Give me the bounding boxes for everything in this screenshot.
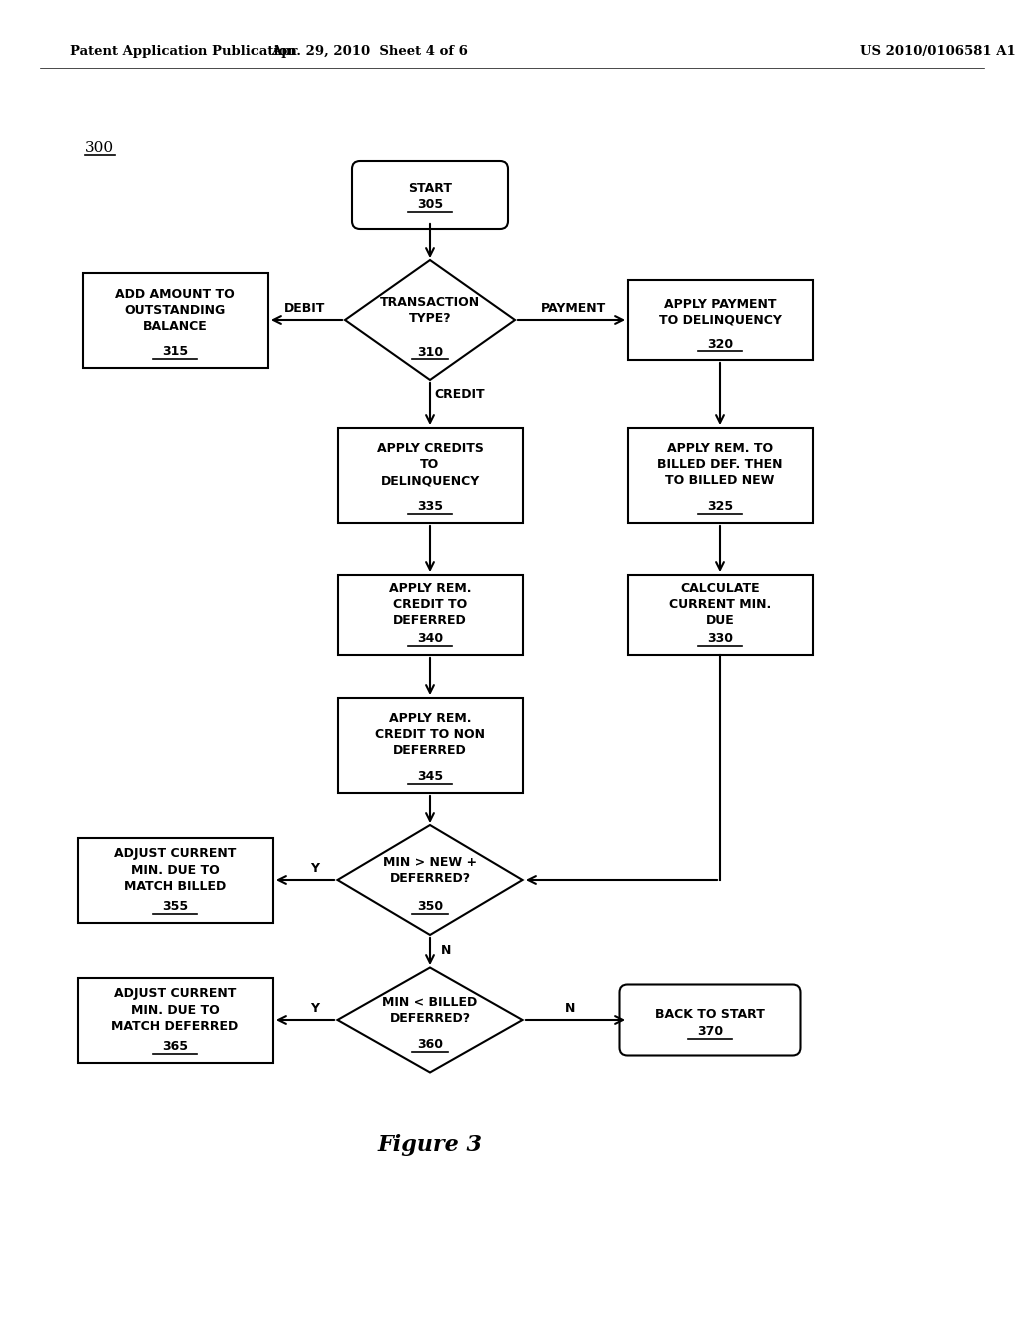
Text: ADJUST CURRENT
MIN. DUE TO
MATCH DEFERRED: ADJUST CURRENT MIN. DUE TO MATCH DEFERRE… — [112, 987, 239, 1032]
Text: 325: 325 — [707, 500, 733, 513]
Text: 335: 335 — [417, 500, 443, 513]
Bar — [628, 280, 812, 360]
Text: MIN < BILLED
DEFERRED?: MIN < BILLED DEFERRED? — [382, 995, 477, 1024]
Text: 320: 320 — [707, 338, 733, 351]
Bar — [78, 978, 272, 1063]
Text: ADJUST CURRENT
MIN. DUE TO
MATCH BILLED: ADJUST CURRENT MIN. DUE TO MATCH BILLED — [114, 847, 237, 892]
Text: BACK TO START: BACK TO START — [655, 1007, 765, 1020]
Text: Apr. 29, 2010  Sheet 4 of 6: Apr. 29, 2010 Sheet 4 of 6 — [271, 45, 468, 58]
Text: MIN > NEW +
DEFERRED?: MIN > NEW + DEFERRED? — [383, 855, 477, 884]
Bar — [628, 576, 812, 655]
Text: US 2010/0106581 A1: US 2010/0106581 A1 — [860, 45, 1016, 58]
Text: 355: 355 — [162, 900, 188, 913]
Bar — [628, 428, 812, 523]
Text: 340: 340 — [417, 632, 443, 645]
Text: N: N — [440, 944, 452, 957]
Text: 345: 345 — [417, 770, 443, 783]
Bar — [83, 272, 267, 367]
Text: N: N — [565, 1002, 575, 1015]
Text: START: START — [408, 182, 452, 195]
Polygon shape — [345, 260, 515, 380]
Text: Patent Application Publication: Patent Application Publication — [70, 45, 297, 58]
Text: 370: 370 — [697, 1026, 723, 1038]
Bar — [338, 697, 522, 792]
Text: 300: 300 — [85, 141, 114, 154]
Text: 305: 305 — [417, 198, 443, 211]
Bar — [78, 837, 272, 923]
Text: 315: 315 — [162, 345, 188, 358]
FancyBboxPatch shape — [620, 985, 801, 1056]
Text: APPLY PAYMENT
TO DELINQUENCY: APPLY PAYMENT TO DELINQUENCY — [658, 297, 781, 326]
Text: CALCULATE
CURRENT MIN.
DUE: CALCULATE CURRENT MIN. DUE — [669, 582, 771, 627]
Text: Y: Y — [310, 862, 319, 874]
Text: TRANSACTION
TYPE?: TRANSACTION TYPE? — [380, 296, 480, 325]
Text: APPLY REM.
CREDIT TO NON
DEFERRED: APPLY REM. CREDIT TO NON DEFERRED — [375, 713, 485, 758]
Text: ADD AMOUNT TO
OUTSTANDING
BALANCE: ADD AMOUNT TO OUTSTANDING BALANCE — [115, 288, 234, 333]
Text: 365: 365 — [162, 1040, 188, 1053]
Text: 330: 330 — [707, 632, 733, 645]
Text: 350: 350 — [417, 900, 443, 913]
Polygon shape — [338, 825, 522, 935]
Text: 360: 360 — [417, 1038, 443, 1051]
Text: Y: Y — [310, 1002, 319, 1015]
Text: CREDIT: CREDIT — [434, 388, 485, 401]
Text: PAYMENT: PAYMENT — [541, 301, 605, 314]
Polygon shape — [338, 968, 522, 1072]
FancyBboxPatch shape — [352, 161, 508, 228]
Text: APPLY CREDITS
TO
DELINQUENCY: APPLY CREDITS TO DELINQUENCY — [377, 442, 483, 487]
Bar — [338, 428, 522, 523]
Text: 310: 310 — [417, 346, 443, 359]
Text: DEBIT: DEBIT — [285, 301, 326, 314]
Text: Figure 3: Figure 3 — [378, 1134, 482, 1156]
Text: APPLY REM.
CREDIT TO
DEFERRED: APPLY REM. CREDIT TO DEFERRED — [389, 582, 471, 627]
Text: APPLY REM. TO
BILLED DEF. THEN
TO BILLED NEW: APPLY REM. TO BILLED DEF. THEN TO BILLED… — [657, 442, 782, 487]
Bar — [338, 576, 522, 655]
